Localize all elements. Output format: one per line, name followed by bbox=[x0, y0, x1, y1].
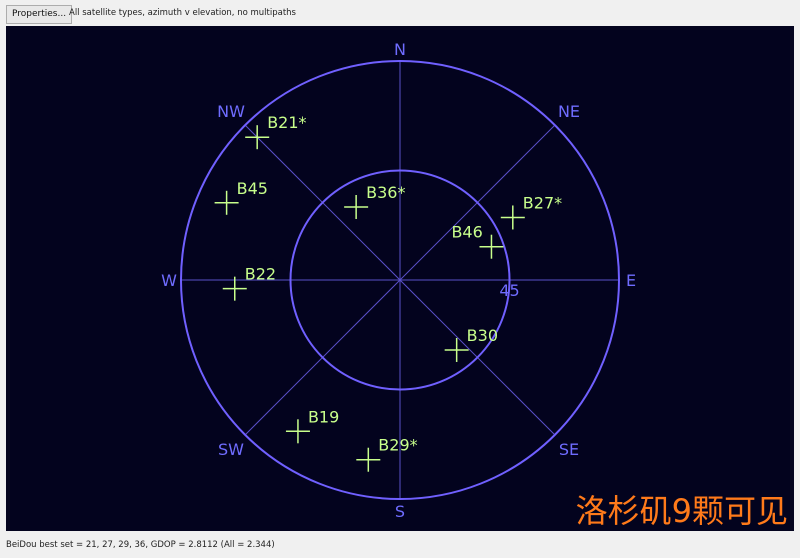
overlay-caption: 洛杉矶9颗可见 bbox=[576, 492, 788, 530]
horizon-ring bbox=[180, 60, 620, 500]
satellite-label: B45 bbox=[237, 179, 268, 198]
satellite-label: B22 bbox=[245, 265, 276, 284]
direction-label-nw: NW bbox=[217, 102, 245, 121]
direction-label-ne: NE bbox=[558, 102, 580, 121]
satellite-label: B27* bbox=[523, 193, 562, 212]
satellite-b22: B22 bbox=[222, 265, 276, 301]
satellite-label: B19 bbox=[308, 407, 339, 426]
toolbar: Properties... All satellite types, azimu… bbox=[0, 0, 800, 26]
direction-label-se: SE bbox=[559, 440, 579, 459]
satellite-b21: B21* bbox=[245, 113, 307, 150]
satellite-label: B29* bbox=[378, 436, 417, 455]
satellite-b27: B27* bbox=[500, 193, 562, 230]
ring-label-45: 45 bbox=[499, 281, 519, 300]
direction-label-n: N bbox=[394, 40, 406, 59]
satellite-b29: B29* bbox=[356, 436, 418, 472]
elevation-45-ring bbox=[289, 169, 511, 391]
satellite-b36: B36* bbox=[344, 183, 405, 219]
satellite-b19: B19 bbox=[285, 407, 339, 444]
satellite-b45: B45 bbox=[214, 179, 268, 215]
direction-label-sw: SW bbox=[218, 440, 244, 459]
status-bar: BeiDou best set = 21, 27, 29, 36, GDOP =… bbox=[6, 540, 275, 550]
satellite-b30: B30 bbox=[444, 326, 498, 362]
azimuth-spoke bbox=[244, 124, 556, 436]
satellite-label: B46 bbox=[451, 223, 482, 242]
direction-label-s: S bbox=[395, 502, 405, 521]
satellite-b46: B46 bbox=[451, 223, 504, 259]
satellite-label: B30 bbox=[467, 326, 498, 345]
sky-plot: 45 N NE E SE S SW W NW B21* B45 B36* B27* B46 B22 B30 B… bbox=[6, 26, 794, 531]
satellite-label: B36* bbox=[366, 183, 405, 202]
plot-description: All satellite types, azimuth v elevation… bbox=[69, 8, 296, 18]
sky-plot-canvas: 45 N NE E SE S SW W NW B21* B45 B36* B27* B46 B22 B30 B… bbox=[161, 40, 788, 530]
direction-label-e: E bbox=[626, 271, 636, 290]
properties-button[interactable]: Properties... bbox=[6, 5, 73, 24]
direction-label-w: W bbox=[161, 271, 177, 290]
satellite-label: B21* bbox=[267, 113, 306, 132]
